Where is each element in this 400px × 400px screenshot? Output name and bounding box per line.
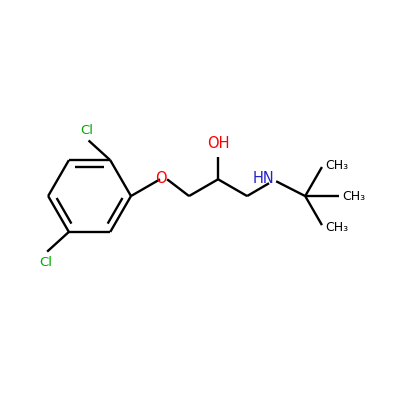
- Text: CH₃: CH₃: [342, 190, 365, 202]
- Text: Cl: Cl: [39, 256, 52, 268]
- Text: HN: HN: [252, 171, 274, 186]
- Text: CH₃: CH₃: [325, 220, 348, 234]
- Text: O: O: [155, 171, 167, 186]
- Text: CH₃: CH₃: [325, 158, 348, 172]
- Text: Cl: Cl: [80, 124, 94, 136]
- Text: OH: OH: [207, 136, 229, 151]
